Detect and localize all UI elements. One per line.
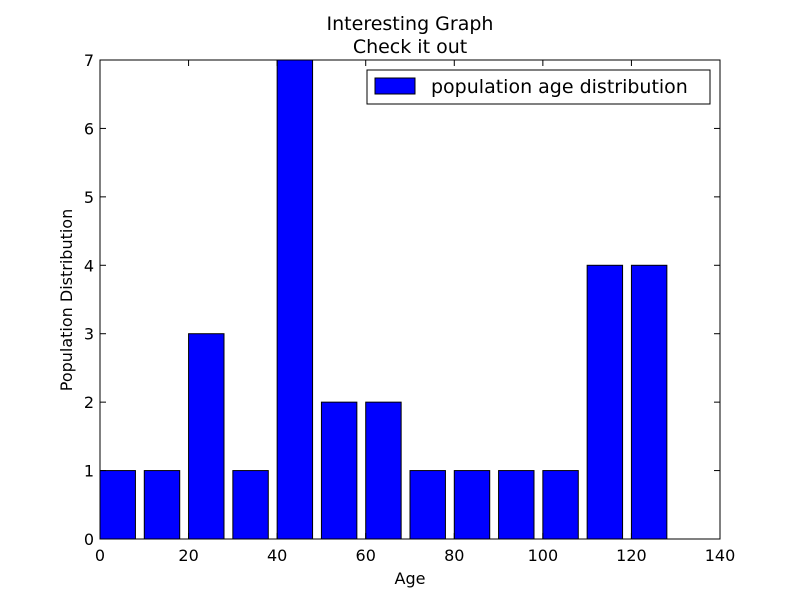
tick-label: 60 xyxy=(356,546,376,565)
legend-swatch xyxy=(374,77,416,95)
tick-label: 0 xyxy=(95,546,105,565)
plot-frame xyxy=(99,59,721,540)
y-axis-label: Population Distribution xyxy=(57,209,76,392)
tick-label: 4 xyxy=(84,256,94,275)
tick-label: 40 xyxy=(267,546,287,565)
bar xyxy=(365,401,402,540)
bar xyxy=(143,470,181,540)
tick-label: 2 xyxy=(84,393,94,412)
chart-subtitle: Check it out xyxy=(353,36,467,58)
tick-label: 1 xyxy=(84,462,94,481)
bar xyxy=(99,470,136,540)
bar xyxy=(542,470,579,540)
x-axis-label: Age xyxy=(395,569,426,588)
tick-label: 0 xyxy=(84,530,94,549)
bar xyxy=(232,470,269,540)
tick-label: 100 xyxy=(528,546,559,565)
tick-label: 5 xyxy=(84,188,94,207)
tick-label: 7 xyxy=(84,51,94,70)
legend-box xyxy=(366,69,711,105)
bar xyxy=(586,264,624,540)
bar xyxy=(630,264,668,540)
bar xyxy=(498,470,535,540)
tick-label: 140 xyxy=(705,546,736,565)
bars-group xyxy=(99,59,668,540)
tick-label: 80 xyxy=(444,546,464,565)
tick-label: 120 xyxy=(616,546,647,565)
tick-label: 6 xyxy=(84,119,94,138)
legend: population age distribution xyxy=(366,69,711,105)
bar xyxy=(320,401,358,540)
legend-label: population age distribution xyxy=(431,76,688,98)
tick-label: 3 xyxy=(84,325,94,344)
bar xyxy=(188,333,225,540)
bar xyxy=(276,59,314,540)
chart-title: Interesting Graph xyxy=(327,13,494,35)
bar xyxy=(453,470,491,540)
bar xyxy=(409,470,446,540)
tick-label: 20 xyxy=(178,546,198,565)
ticks-group: 0 20 40 60 80 100 120 140 0 1 2 3 4 5 6 7 xyxy=(84,51,735,565)
